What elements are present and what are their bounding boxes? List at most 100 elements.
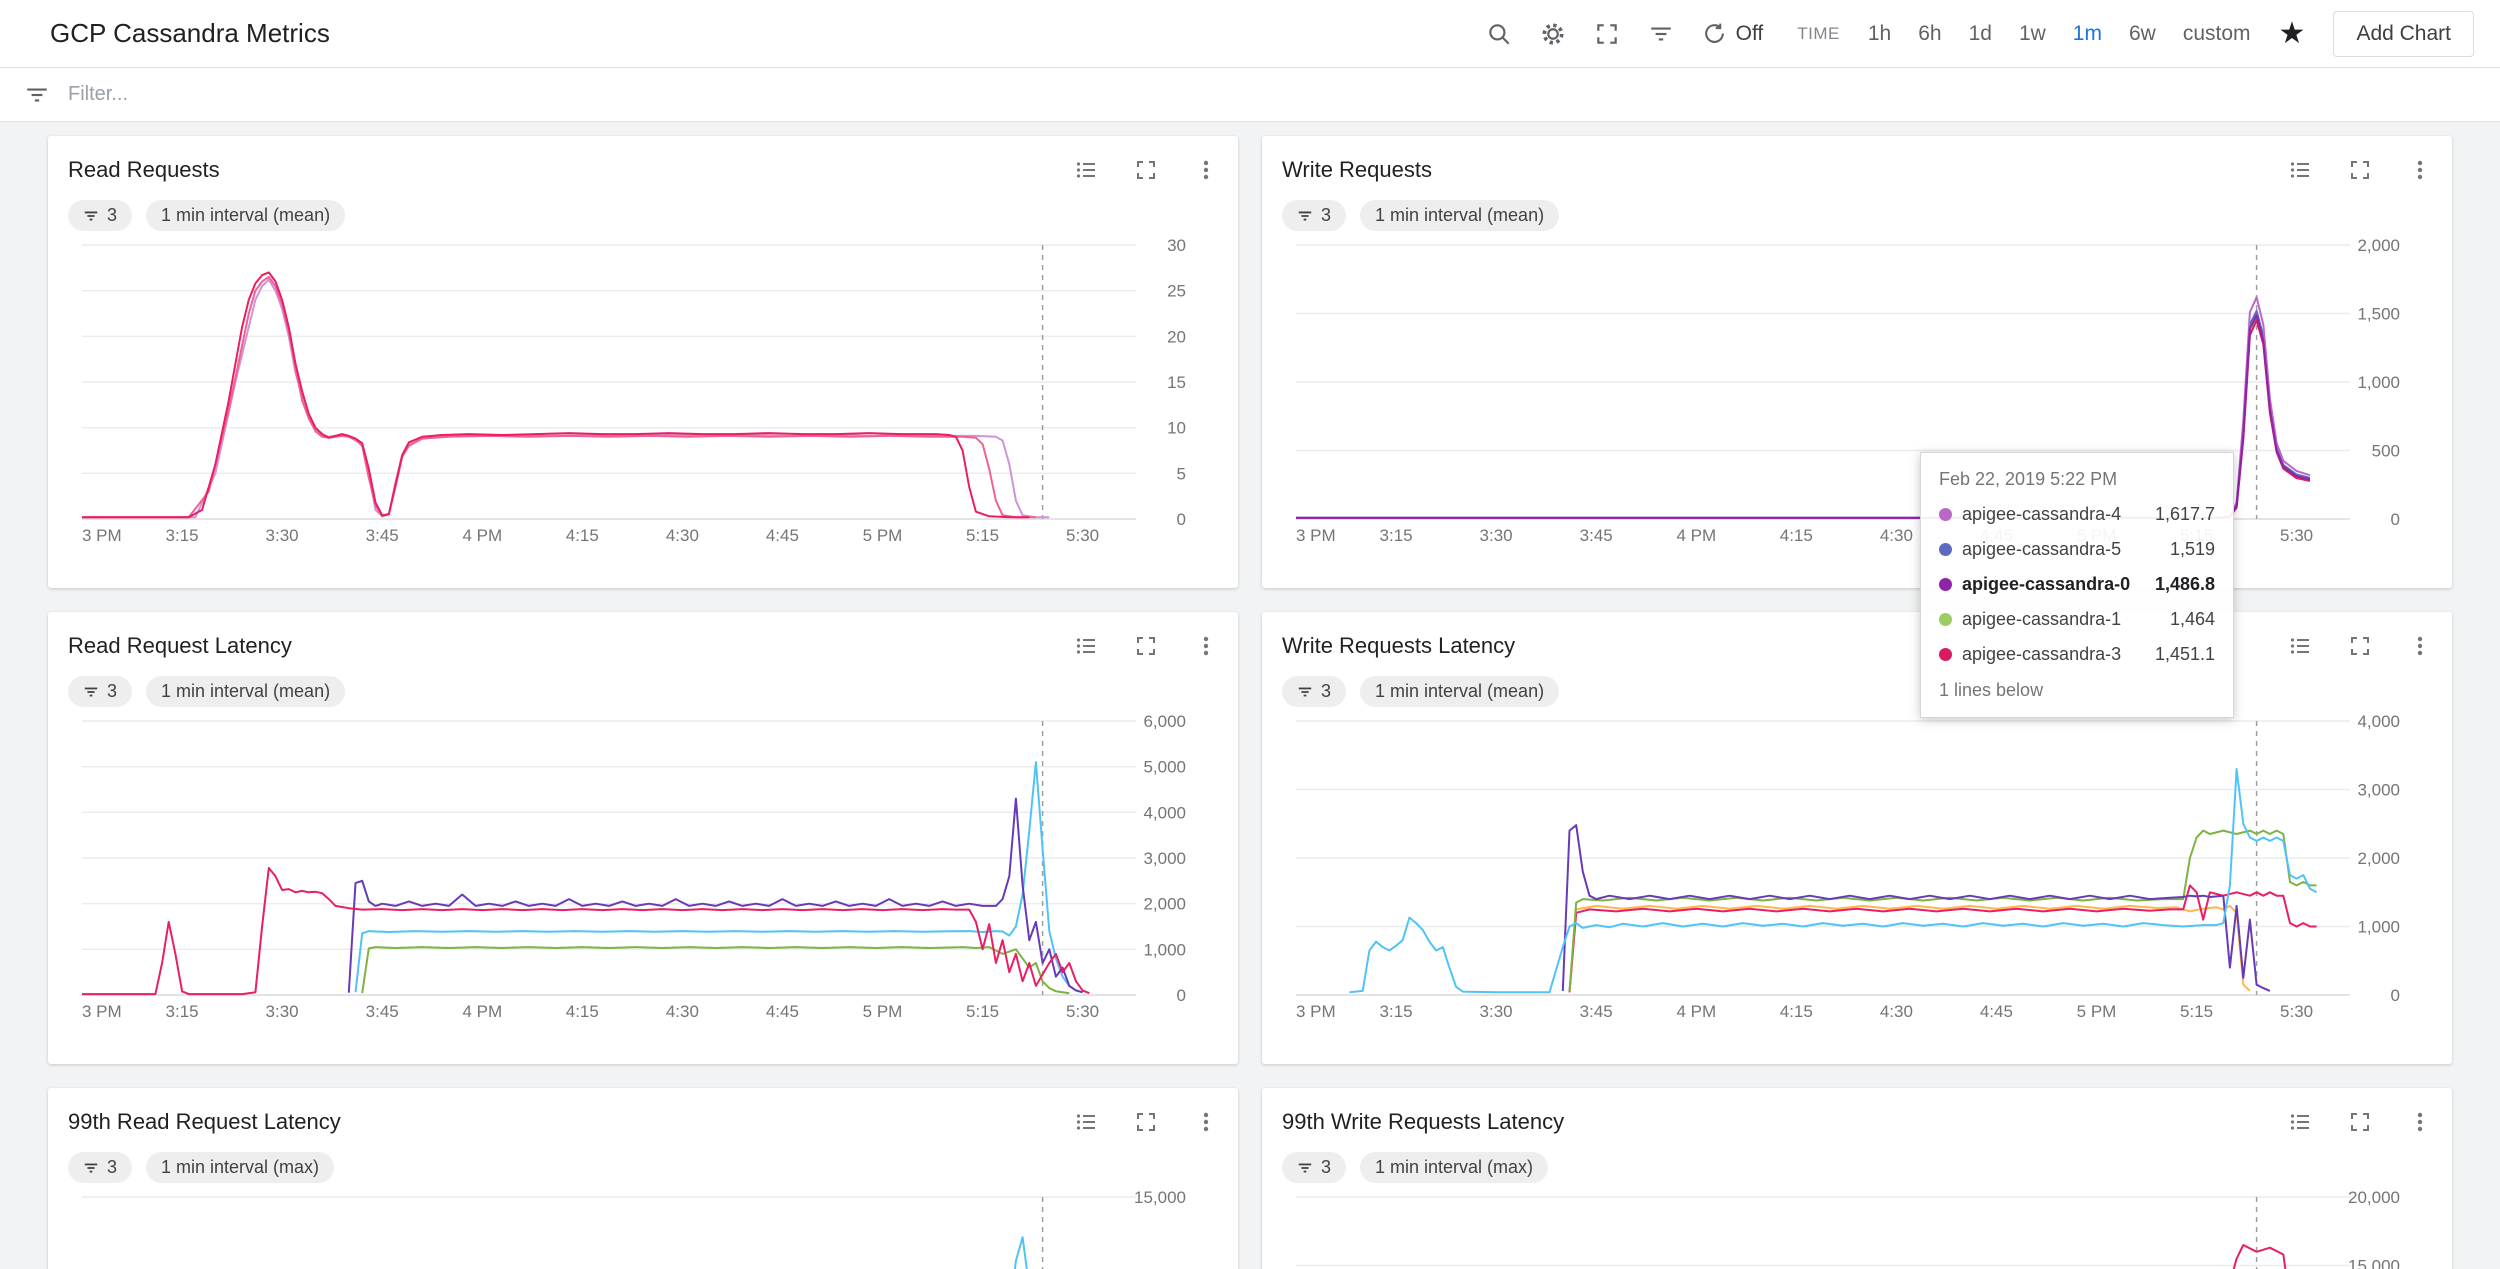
write-requests-line-chart[interactable]: 0 500 1,000 1,500 2,000 3 PM 3:15 3:30 3:45 4 PM 4… <box>1282 237 2432 549</box>
expand-icon[interactable] <box>1134 634 1158 658</box>
svg-text:5:15: 5:15 <box>2180 1002 2213 1021</box>
star-icon[interactable]: ★ <box>2278 16 2306 50</box>
time-range-1h[interactable]: 1h <box>1867 21 1892 45</box>
svg-text:5:30: 5:30 <box>1066 526 1099 545</box>
svg-text:5,000: 5,000 <box>1143 758 1186 777</box>
svg-text:5 PM: 5 PM <box>863 1002 903 1021</box>
svg-text:0: 0 <box>1177 986 1186 1005</box>
svg-text:4:45: 4:45 <box>766 1002 799 1021</box>
auto-refresh-toggle[interactable]: Off <box>1702 21 1763 46</box>
add-chart-button[interactable]: Add Chart <box>2333 10 2474 57</box>
svg-text:3:15: 3:15 <box>166 526 199 545</box>
legend-list-icon[interactable] <box>1074 1110 1098 1134</box>
filter-count-badge[interactable]: 3 <box>68 1152 133 1183</box>
interval-badge[interactable]: 1 min interval (mean) <box>1360 200 1560 231</box>
chart-title: 99th Write Requests Latency <box>1282 1109 1565 1134</box>
svg-text:3 PM: 3 PM <box>1296 1002 1336 1021</box>
svg-text:4:45: 4:45 <box>1980 1002 2013 1021</box>
svg-text:500: 500 <box>2372 442 2400 461</box>
svg-text:4,000: 4,000 <box>1143 803 1186 822</box>
svg-text:4:15: 4:15 <box>566 1002 599 1021</box>
svg-text:4:45: 4:45 <box>766 526 799 545</box>
svg-text:3 PM: 3 PM <box>82 1002 122 1021</box>
svg-text:3 PM: 3 PM <box>82 526 122 545</box>
expand-icon[interactable] <box>2348 634 2372 658</box>
svg-text:3,000: 3,000 <box>2357 781 2400 800</box>
svg-text:15,000: 15,000 <box>1134 1189 1186 1207</box>
filter-count-badge[interactable]: 3 <box>1282 676 1347 707</box>
svg-text:3,000: 3,000 <box>1143 849 1186 868</box>
legend-list-icon[interactable] <box>2288 158 2312 182</box>
kebab-menu-icon[interactable] <box>2408 1110 2432 1134</box>
interval-badge[interactable]: 1 min interval (mean) <box>1360 676 1560 707</box>
series-color-dot <box>1939 613 1952 626</box>
svg-text:4:15: 4:15 <box>1780 1002 1813 1021</box>
kebab-menu-icon[interactable] <box>1194 634 1218 658</box>
settings-gear-icon[interactable] <box>1540 21 1566 47</box>
svg-text:20,000: 20,000 <box>2348 1189 2400 1207</box>
search-icon[interactable] <box>1486 21 1512 47</box>
interval-badge[interactable]: 1 min interval (max) <box>1360 1152 1549 1183</box>
time-range-selector: 1h 6h 1d 1w 1m 6w custom <box>1868 22 2251 46</box>
expand-icon[interactable] <box>2348 1110 2372 1134</box>
filter-icon[interactable] <box>1648 21 1674 47</box>
chart-tooltip: Feb 22, 2019 5:22 PM apigee-cassandra-4 … <box>1920 452 2234 718</box>
svg-text:10: 10 <box>1167 419 1186 438</box>
svg-text:3:30: 3:30 <box>266 526 299 545</box>
svg-text:5: 5 <box>1177 464 1186 483</box>
time-range-6w[interactable]: 6w <box>2128 21 2156 45</box>
time-range-1m[interactable]: 1m <box>2072 21 2102 45</box>
expand-icon[interactable] <box>1134 1110 1158 1134</box>
tooltip-series-row: apigee-cassandra-1 1,464 <box>1939 609 2215 630</box>
tooltip-series-row: apigee-cassandra-4 1,617.7 <box>1939 504 2215 525</box>
series-color-dot <box>1939 543 1952 556</box>
filter-badge-icon <box>84 687 98 696</box>
write-requests-latency-line-chart[interactable]: 0 1,000 2,000 3,000 4,000 3 PM 3:15 3:30 3:45 4 P… <box>1282 713 2432 1025</box>
svg-text:0: 0 <box>2391 986 2400 1005</box>
svg-text:4 PM: 4 PM <box>462 1002 502 1021</box>
read-request-latency-line-chart[interactable]: 0 1,000 2,000 3,000 4,000 5,000 6,000 3 PM 3:15 3… <box>68 713 1218 1025</box>
svg-text:4:15: 4:15 <box>566 526 599 545</box>
chart-title: 99th Read Request Latency <box>68 1109 341 1134</box>
expand-icon[interactable] <box>2348 158 2372 182</box>
read-requests-line-chart[interactable]: 0 5 10 15 20 25 30 3 PM 3:15 3:30 3:45 4 PM 4:15 4:30… <box>68 237 1218 549</box>
chart-card-write-requests: Write Requests 3 1 min interval (mean) 0… <box>1262 136 2452 588</box>
svg-text:5:15: 5:15 <box>966 1002 999 1021</box>
refresh-icon <box>1702 21 1727 46</box>
svg-text:30: 30 <box>1167 237 1186 255</box>
kebab-menu-icon[interactable] <box>2408 158 2432 182</box>
header-toolbar: Off TIME 1h 6h 1d 1w 1m 6w custom ★ Add … <box>1486 10 2474 57</box>
time-range-1d[interactable]: 1d <box>1968 21 1992 45</box>
interval-badge[interactable]: 1 min interval (mean) <box>146 200 346 231</box>
time-range-custom[interactable]: custom <box>2182 21 2251 45</box>
kebab-menu-icon[interactable] <box>2408 634 2432 658</box>
interval-badge[interactable]: 1 min interval (max) <box>146 1152 335 1183</box>
kebab-menu-icon[interactable] <box>1194 1110 1218 1134</box>
expand-icon[interactable] <box>1134 158 1158 182</box>
svg-text:1,000: 1,000 <box>2357 918 2400 937</box>
legend-list-icon[interactable] <box>2288 634 2312 658</box>
svg-text:3:30: 3:30 <box>1480 1002 1513 1021</box>
filter-count-badge[interactable]: 3 <box>1282 1152 1347 1183</box>
legend-list-icon[interactable] <box>2288 1110 2312 1134</box>
svg-text:6,000: 6,000 <box>1143 713 1186 731</box>
svg-text:4:30: 4:30 <box>1880 526 1913 545</box>
chart-card-99th-read-request-latency: 99th Read Request Latency 3 1 min interv… <box>48 1088 1238 1269</box>
legend-list-icon[interactable] <box>1074 634 1098 658</box>
chart-card-read-requests: Read Requests 3 1 min interval (mean) 0 5… <box>48 136 1238 588</box>
filter-input[interactable] <box>68 83 2476 106</box>
svg-text:1,500: 1,500 <box>2357 305 2400 324</box>
time-range-6h[interactable]: 6h <box>1918 21 1942 45</box>
time-range-1w[interactable]: 1w <box>2018 21 2046 45</box>
filter-count-badge[interactable]: 3 <box>68 200 133 231</box>
fullscreen-icon[interactable] <box>1594 21 1620 47</box>
filter-count-badge[interactable]: 3 <box>1282 200 1347 231</box>
series-color-dot <box>1939 648 1952 661</box>
interval-badge[interactable]: 1 min interval (mean) <box>146 676 346 707</box>
legend-list-icon[interactable] <box>1074 158 1098 182</box>
filter-count-badge[interactable]: 3 <box>68 676 133 707</box>
kebab-menu-icon[interactable] <box>1194 158 1218 182</box>
svg-text:0: 0 <box>1177 510 1186 529</box>
